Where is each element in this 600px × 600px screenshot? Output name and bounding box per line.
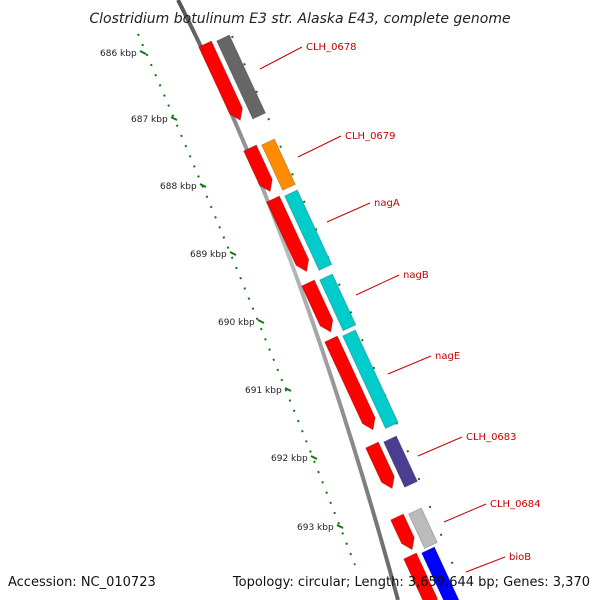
- tick-label: 689 kbp: [190, 250, 227, 260]
- genome-backbone: [176, 0, 400, 600]
- leader-line: [465, 556, 506, 573]
- tick-label: 691 kbp: [245, 386, 282, 396]
- tick-label: 688 kbp: [160, 182, 197, 192]
- cds-arrow: [402, 552, 438, 600]
- label-layer: CLH_0678 CLH_0679 nagA nagB nagE CLH_0683 CLH_…: [259, 42, 541, 573]
- accession-text: Accession: NC_010723: [8, 575, 156, 590]
- tick-mark: [139, 50, 147, 55]
- gene-bar: [215, 34, 267, 120]
- tick-mark: [284, 387, 292, 392]
- tick-mark: [229, 251, 237, 256]
- leader-line: [443, 503, 487, 523]
- gene-label[interactable]: CLH_0678: [306, 42, 357, 53]
- tick-label: 692 kbp: [271, 454, 308, 464]
- cds-arrow: [300, 279, 334, 333]
- gene-bar: [260, 138, 297, 191]
- gene-label[interactable]: CLH_0683: [466, 432, 517, 443]
- topology-text: Topology: circular; Length: 3,659,644 bp…: [232, 575, 590, 590]
- leader-line: [387, 355, 432, 375]
- cds-arrow: [364, 441, 395, 490]
- cds-arrow: [389, 513, 415, 551]
- gene-label[interactable]: nagB: [403, 270, 429, 281]
- gene-label[interactable]: nagA: [374, 198, 400, 209]
- gene-bar: [318, 273, 357, 332]
- tick-label: 693 kbp: [297, 523, 334, 533]
- tick-layer: 686 kbp 687 kbp 688 kbp 689 kbp 690 kbp 691 k…: [100, 49, 344, 533]
- leader-line: [297, 135, 342, 158]
- gene-label[interactable]: CLH_0679: [345, 131, 396, 142]
- tick-mark: [199, 183, 207, 188]
- cds-arrow: [197, 40, 243, 121]
- gene-label[interactable]: bioB: [509, 552, 531, 563]
- gene-bar: [382, 435, 419, 488]
- gene-label[interactable]: CLH_0684: [490, 499, 541, 510]
- gene-bar: [283, 189, 333, 271]
- gene-label[interactable]: nagE: [435, 351, 460, 362]
- tick-mark: [310, 455, 318, 460]
- cds-arrow: [242, 144, 273, 193]
- leader-line: [326, 202, 371, 223]
- tick-label: 687 kbp: [131, 115, 168, 125]
- cds-arrow: [323, 335, 376, 431]
- tick-mark: [257, 319, 265, 324]
- map-title: Clostridium botulinum E3 str. Alaska E43…: [89, 11, 510, 27]
- leader-line: [355, 274, 400, 296]
- tick-label: 686 kbp: [100, 49, 137, 59]
- tick-mark: [170, 116, 178, 121]
- leader-line: [259, 46, 303, 70]
- cds-arrow: [265, 195, 310, 273]
- leader-line: [417, 436, 463, 457]
- tick-label: 690 kbp: [218, 318, 255, 328]
- tick-mark: [336, 524, 344, 529]
- gene-bar: [341, 329, 399, 430]
- gene-bar: [420, 546, 460, 600]
- gene-bar: [407, 507, 438, 550]
- feature-layer: [197, 34, 460, 600]
